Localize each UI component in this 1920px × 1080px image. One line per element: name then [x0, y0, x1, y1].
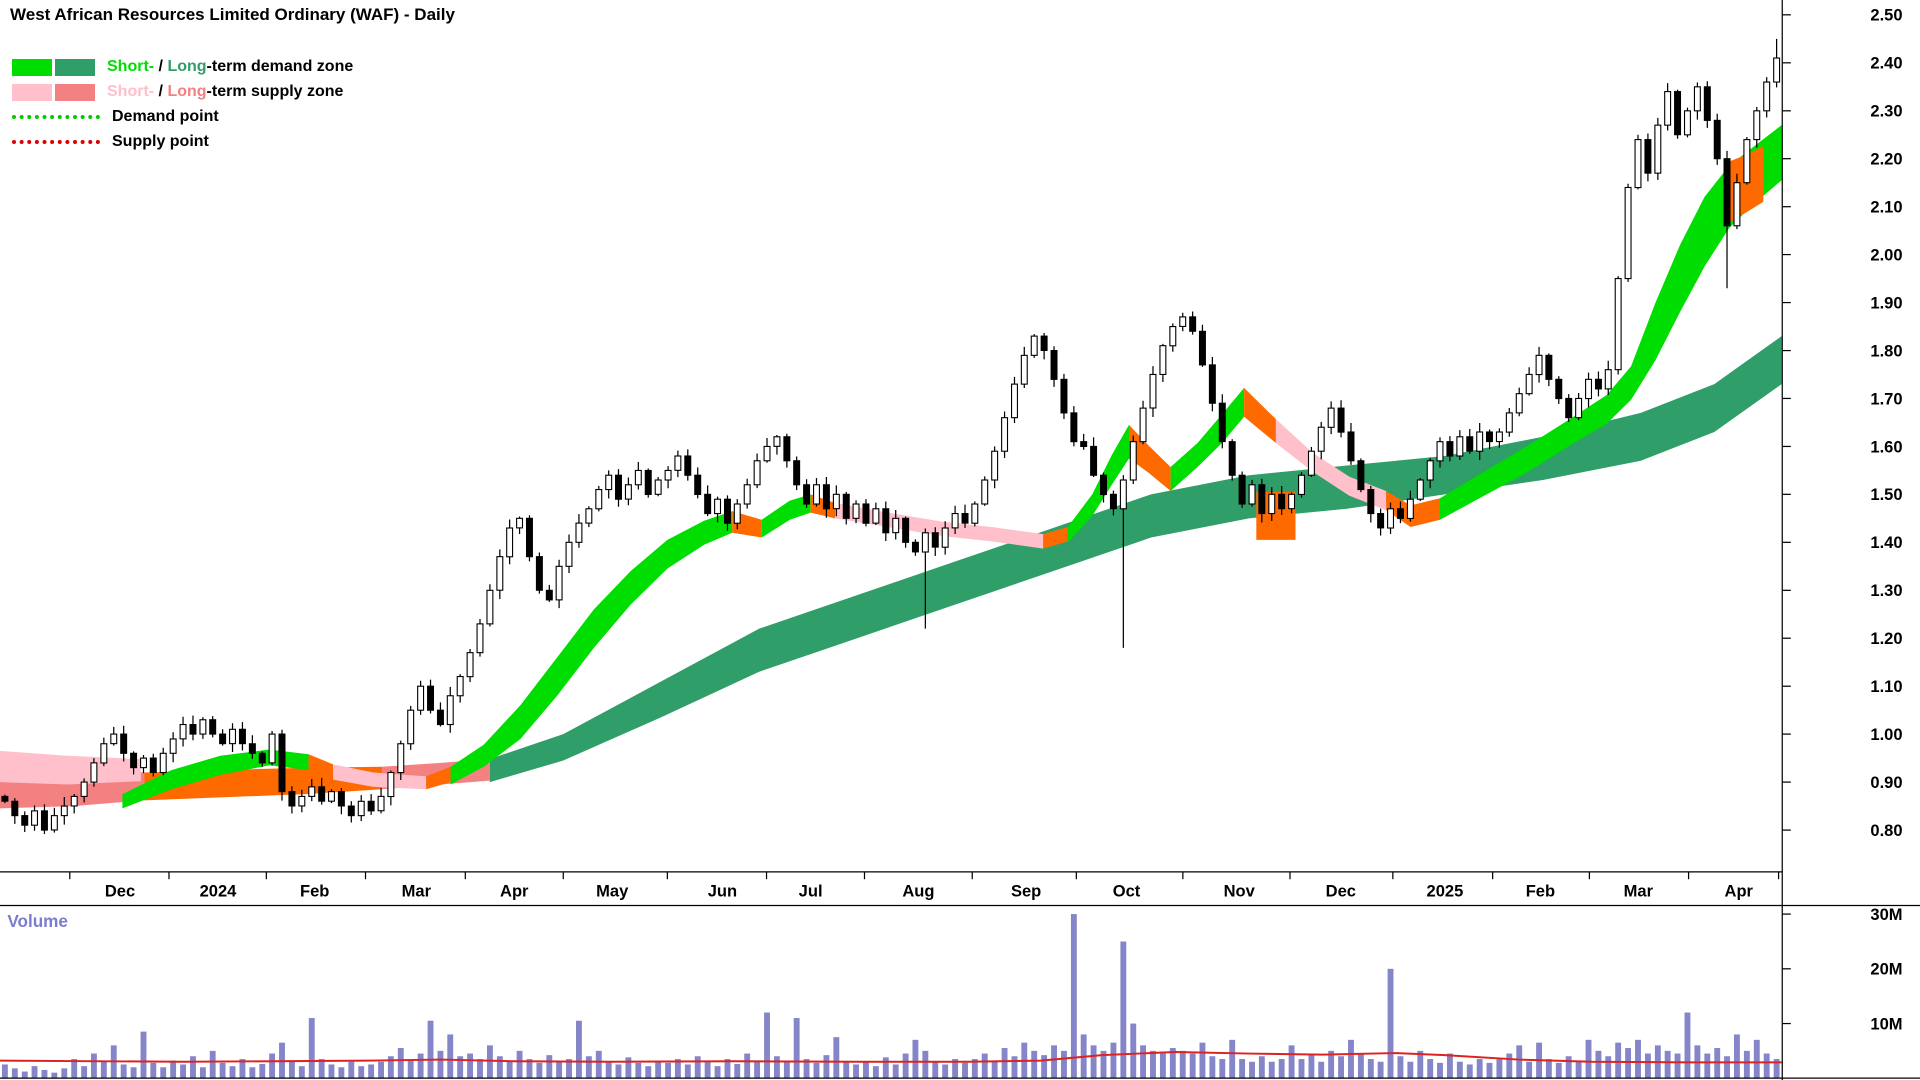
price-axis-label: 2.20	[1870, 150, 1902, 169]
short-supply-band	[0, 750, 141, 785]
long-demand-zone-swatch	[55, 58, 95, 76]
date-axis: Dec 2024 Feb Mar Apr May Jun Jul Aug Sep Oct Nov Dec…	[69, 871, 1780, 900]
volume-axis-label: 20M	[1870, 960, 1902, 979]
legend-row-demand-zone: Short- / Long-term demand zone	[12, 58, 353, 76]
legend-row-demand-point: Demand point	[12, 108, 353, 126]
candle-wicks	[4, 38, 1778, 834]
long-demand-band	[489, 336, 1782, 783]
price-axis-label: 2.10	[1870, 198, 1902, 217]
price-axis-label: 1.00	[1870, 725, 1902, 744]
date-axis-label: Feb	[1526, 881, 1555, 900]
date-axis-label: Nov	[1224, 881, 1256, 900]
date-axis-label: Apr	[1725, 881, 1754, 900]
supply-point-label: Supply point	[112, 133, 209, 150]
price-axis-label: 1.20	[1870, 629, 1902, 648]
date-axis-label: Apr	[500, 881, 529, 900]
demand-zone-label: Short- / Long-term demand zone	[107, 58, 354, 75]
price-axis: 2.50 2.40 2.30 2.20 2.10 2.00 1.90 1.80 1.70 1.60…	[1782, 6, 1903, 840]
date-axis-label: Dec	[1326, 881, 1356, 900]
price-axis-label: 1.70	[1870, 389, 1902, 408]
price-axis-label: 2.40	[1870, 54, 1902, 73]
legend: Short- / Long-term demand zone Short- / …	[12, 58, 353, 158]
volume-pane-label: Volume	[7, 911, 68, 931]
volume-bars	[1, 914, 1780, 1079]
demand-point-label: Demand point	[112, 108, 219, 125]
candlestick-series	[1, 57, 1781, 831]
price-axis-label: 1.80	[1870, 341, 1902, 360]
transition-band	[1043, 527, 1068, 549]
transition-band	[426, 766, 451, 790]
volume-axis-label: 10M	[1870, 1014, 1902, 1033]
price-axis-label: 1.30	[1870, 581, 1902, 600]
transition-band	[1128, 424, 1171, 492]
price-axis-label: 2.30	[1870, 102, 1902, 121]
date-axis-label: Mar	[402, 881, 432, 900]
price-axis-label: 2.00	[1870, 245, 1902, 264]
date-axis-label: Jun	[708, 881, 737, 900]
date-axis-label: Aug	[902, 881, 934, 900]
price-axis-label: 1.10	[1870, 677, 1902, 696]
short-supply-band	[333, 764, 427, 790]
date-axis-label: May	[596, 881, 629, 900]
date-axis-label: 2024	[200, 881, 238, 900]
volume-axis-label: 30M	[1870, 905, 1902, 924]
transition-band	[1256, 492, 1296, 540]
price-axis-label: 2.50	[1870, 6, 1902, 25]
short-demand-band	[1440, 125, 1782, 520]
date-axis-label: Dec	[105, 881, 135, 900]
volume-axis: 30M 20M 10M	[1782, 905, 1903, 1033]
price-axis-label: 1.50	[1870, 485, 1902, 504]
short-demand-zone-swatch	[12, 58, 52, 76]
legend-row-supply-point: Supply point	[12, 133, 353, 151]
short-demand-band	[761, 494, 811, 538]
date-axis-label: Mar	[1624, 881, 1654, 900]
chart-title: West African Resources Limited Ordinary …	[10, 5, 455, 24]
short-demand-band	[1067, 424, 1129, 543]
price-axis-label: 0.90	[1870, 773, 1902, 792]
date-axis-label: Jul	[799, 881, 823, 900]
transition-band	[308, 754, 334, 780]
date-axis-label: Oct	[1113, 881, 1141, 900]
legend-row-supply-zone: Short- / Long-term supply zone	[12, 83, 353, 101]
price-axis-label: 1.40	[1870, 533, 1902, 552]
long-supply-zone-swatch	[55, 83, 95, 101]
date-axis-label: 2025	[1427, 881, 1464, 900]
supply-zone-label: Short- / Long-term supply zone	[107, 83, 344, 100]
date-axis-label: Sep	[1011, 881, 1041, 900]
price-axis-label: 1.90	[1870, 293, 1902, 312]
demand-point-line-swatch	[12, 115, 100, 119]
short-supply-zone-swatch	[12, 83, 52, 101]
short-demand-band	[450, 511, 733, 785]
date-axis-label: Feb	[300, 881, 329, 900]
transition-band	[1244, 387, 1276, 444]
price-axis-label: 1.60	[1870, 437, 1902, 456]
supply-point-line-swatch	[12, 140, 100, 144]
volume-average-line	[0, 1050, 1782, 1064]
price-axis-label: 0.80	[1870, 821, 1902, 840]
